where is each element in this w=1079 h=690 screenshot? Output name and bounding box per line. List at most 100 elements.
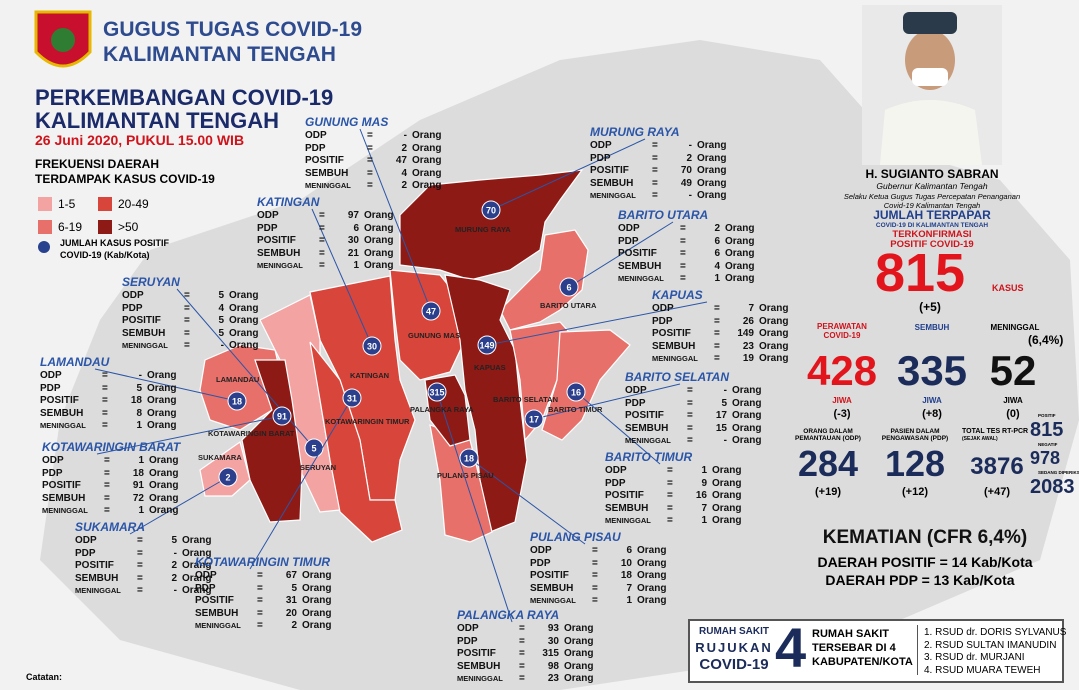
stat-row: ODP = 67 Orang [195,570,331,583]
breakdown-label: SEDANG DIPERIKSA [1038,470,1079,475]
stat-unit: Orang [725,248,755,259]
region-shape [499,229,589,331]
stat-row: MENINGGAL = 19 Orang [652,353,788,366]
stat-label: ODP [305,130,327,141]
stat-label: ODP [75,535,97,546]
stat-unit: Orang [564,635,594,647]
stat-value: 18 [620,570,632,581]
stat-label: MENINGGAL [618,274,664,283]
stat-value: 2 [714,223,720,234]
equals: = [687,385,693,396]
stat-unit: Orang [229,340,259,351]
equals: = [687,422,693,434]
stat-unit: Orang [302,620,332,631]
stat-unit: Orang [697,190,727,201]
stat-unit: Orang [149,467,179,479]
stat-row: POSITIF = 315 Orang [457,648,593,661]
stat-value: 315 [542,648,559,659]
stat-value: 7 [701,502,707,514]
deaths-rate: (6,4%) [1028,333,1064,347]
stat-unit: Orang [182,572,212,584]
positive-bubble [459,448,479,468]
stat-value: 16 [695,490,707,501]
stat-row: SEMBUH = 49 Orang [590,178,726,191]
equals: = [367,180,373,191]
stat-unit: Orang [147,420,177,431]
stat-label: POSITIF [75,560,114,571]
bubble-value: 5 [311,444,316,454]
stat-unit: Orang [712,465,742,476]
stat-value: 6 [626,545,632,556]
legend-label: 20-49 [118,197,149,211]
pdp-value: 128 [884,443,946,484]
stat-label: POSITIF [195,595,234,606]
equals: = [137,572,143,584]
stat-label: PDP [605,477,626,489]
equals: = [319,235,325,246]
stat-value: 23 [742,340,754,352]
stat-label: ODP [257,210,279,221]
equals: = [257,582,263,594]
stat-row: SEMBUH = 20 Orang [195,608,331,621]
stat-row: POSITIF = 30 Orang [257,235,393,248]
confirmed-change: (+5) [919,300,941,314]
stat-unit: Orang [564,660,594,672]
stat-unit: Orang [364,247,394,259]
stat-label: SEMBUH [625,422,669,434]
stat-label: PDP [618,235,639,247]
stat-value: 47 [395,155,407,166]
region-info: GUNUNG MAS ODP = - Orang PDP = 2 Orang POSITIF = 47… [305,115,441,193]
hospital-desc: RUMAH SAKIT [812,628,889,640]
equals: = [102,395,108,406]
stat-label: POSITIF [605,490,644,501]
equals: = [592,557,598,569]
stat-unit: Orang [564,623,594,634]
pdp-label: PASIEN DALAM PENGAWASAN (PDP) [881,428,949,442]
equals: = [184,327,190,339]
tests-label: TOTAL TES RT-PCR [962,428,1029,435]
stat-unit: Orang [364,260,394,271]
leader-line [568,221,674,288]
deaths-change: (0) [1006,408,1020,420]
stat-row: SEMBUH = 5 Orang [122,328,258,341]
hospital-count: 4 [775,616,807,679]
map-label: MURUNG RAYA [455,225,511,234]
equals: = [104,505,110,516]
stat-value: 6 [714,235,720,247]
region-info: BARITO TIMUR ODP = 1 Orang PDP = 9 Orang POSITIF =… [605,450,741,528]
stat-label: SEMBUH [195,607,239,619]
stat-value: 5 [218,327,224,339]
stat-row: ODP = - Orang [305,130,441,143]
odp-change: (+19) [815,486,841,498]
stat-label: MENINGGAL [195,621,241,630]
region-info: LAMANDAU ODP = - Orang PDP = 5 Orang POSITIF = 18 Or… [40,355,176,433]
stat-value: 2 [686,152,692,164]
stat-unit: Orang [637,570,667,581]
map-label: PULANG PISAU [437,471,494,480]
bubble-value: 91 [277,412,287,422]
stat-value: 98 [547,660,559,672]
stat-value: - [138,370,142,381]
stat-row: POSITIF = 70 Orang [590,165,726,178]
stat-unit: Orang [712,490,742,501]
stat-row: ODP = - Orang [625,385,761,398]
stat-unit: Orang [412,155,442,166]
stat-unit: Orang [149,455,179,466]
region-info: PULANG PISAU ODP = 6 Orang PDP = 10 Orang POSITIF… [530,530,666,608]
stat-unit: Orang [759,353,789,364]
equals: = [652,140,658,151]
tests-sublabel: (SEJAK AWAL) [962,436,998,442]
stat-row: PDP = 4 Orang [122,303,258,316]
breakdown-value: 978 [1030,448,1061,468]
leader-line [359,128,432,312]
stat-row: SEMBUH = 4 Orang [305,168,441,181]
stat-label: ODP [195,570,217,581]
legend-title: TERDAMPAK KASUS COVID-19 [35,172,215,186]
stat-row: ODP = 5 Orang [122,290,258,303]
breakdown-value: 815 [1030,419,1064,441]
equals: = [714,340,720,352]
stat-row: SEMBUH = 23 Orang [652,341,788,354]
stat-label: POSITIF [590,165,629,176]
equals: = [257,570,263,581]
stat-value: 30 [547,635,559,647]
